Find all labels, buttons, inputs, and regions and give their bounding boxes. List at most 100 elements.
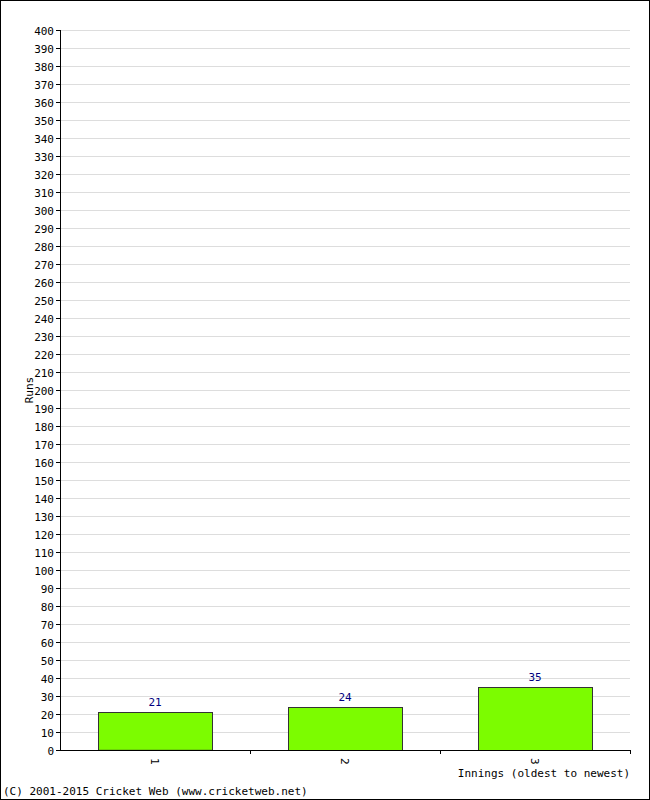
bar — [289, 708, 403, 751]
y-tick-label: 350 — [34, 115, 54, 128]
grid-line — [60, 318, 630, 319]
grid-line — [60, 48, 630, 49]
grid-line — [60, 660, 630, 661]
y-tick — [56, 336, 60, 337]
y-tick — [56, 696, 60, 697]
y-tick-label: 370 — [34, 79, 54, 92]
y-tick-label: 80 — [41, 601, 54, 614]
y-tick — [56, 750, 60, 751]
y-tick — [56, 408, 60, 409]
grid-line — [60, 372, 630, 373]
frame — [1, 1, 650, 800]
y-tick-label: 40 — [41, 673, 54, 686]
y-tick-label: 280 — [34, 241, 54, 254]
x-tick-label: 2 — [338, 758, 351, 765]
x-tick-label: 1 — [148, 758, 161, 765]
y-tick-label: 100 — [34, 565, 54, 578]
grid-line — [60, 588, 630, 589]
grid-line — [60, 192, 630, 193]
grid-line — [60, 210, 630, 211]
grid-line — [60, 678, 630, 679]
grid-line — [60, 480, 630, 481]
y-tick — [56, 246, 60, 247]
y-tick-label: 110 — [34, 547, 54, 560]
grid-line — [60, 30, 630, 31]
y-tick — [56, 714, 60, 715]
y-tick — [56, 228, 60, 229]
x-tick — [250, 750, 251, 754]
y-tick — [56, 192, 60, 193]
y-tick — [56, 732, 60, 733]
y-tick — [56, 138, 60, 139]
y-tick-label: 240 — [34, 313, 54, 326]
y-tick — [56, 606, 60, 607]
y-tick-label: 220 — [34, 349, 54, 362]
y-tick-label: 210 — [34, 367, 54, 380]
y-tick — [56, 372, 60, 373]
y-tick-label: 260 — [34, 277, 54, 290]
y-tick — [56, 390, 60, 391]
y-tick-label: 50 — [41, 655, 54, 668]
grid-line — [60, 228, 630, 229]
y-tick-label: 190 — [34, 403, 54, 416]
grid-line — [60, 246, 630, 247]
grid-line — [60, 570, 630, 571]
y-tick — [56, 354, 60, 355]
grid-line — [60, 156, 630, 157]
y-tick-label: 90 — [41, 583, 54, 596]
grid-line — [60, 552, 630, 553]
grid-line — [60, 120, 630, 121]
y-tick-label: 290 — [34, 223, 54, 236]
grid-line — [60, 642, 630, 643]
y-tick — [56, 30, 60, 31]
y-tick — [56, 210, 60, 211]
x-tick-label: 3 — [528, 758, 541, 765]
grid-line — [60, 300, 630, 301]
bar — [479, 688, 593, 751]
y-tick-label: 160 — [34, 457, 54, 470]
y-tick — [56, 300, 60, 301]
grid-line — [60, 426, 630, 427]
bar — [99, 713, 213, 751]
y-tick — [56, 480, 60, 481]
y-tick-label: 200 — [34, 385, 54, 398]
y-tick — [56, 426, 60, 427]
y-tick-label: 150 — [34, 475, 54, 488]
grid-line — [60, 66, 630, 67]
y-tick-label: 320 — [34, 169, 54, 182]
grid-line — [60, 624, 630, 625]
y-tick — [56, 498, 60, 499]
y-axis-label: Runs — [23, 377, 36, 404]
y-tick — [56, 156, 60, 157]
y-tick-label: 340 — [34, 133, 54, 146]
grid-line — [60, 606, 630, 607]
y-tick-label: 10 — [41, 727, 54, 740]
y-tick-label: 0 — [47, 745, 54, 758]
grid-line — [60, 282, 630, 283]
y-tick-label: 360 — [34, 97, 54, 110]
x-tick — [630, 750, 631, 754]
y-tick-label: 140 — [34, 493, 54, 506]
y-tick — [56, 570, 60, 571]
grid-line — [60, 516, 630, 517]
y-tick-label: 170 — [34, 439, 54, 452]
grid-line — [60, 264, 630, 265]
y-tick — [56, 120, 60, 121]
x-tick — [440, 750, 441, 754]
y-tick-label: 380 — [34, 61, 54, 74]
chart-container: 0102030405060708090100110120130140150160… — [0, 0, 650, 800]
y-tick-label: 180 — [34, 421, 54, 434]
grid-line — [60, 84, 630, 85]
grid-line — [60, 174, 630, 175]
y-tick — [56, 588, 60, 589]
y-tick-label: 70 — [41, 619, 54, 632]
y-tick — [56, 102, 60, 103]
y-tick — [56, 318, 60, 319]
grid-line — [60, 138, 630, 139]
y-tick — [56, 84, 60, 85]
x-axis-label: Innings (oldest to newest) — [458, 767, 630, 780]
y-tick-label: 30 — [41, 691, 54, 704]
y-tick — [56, 678, 60, 679]
y-tick — [56, 624, 60, 625]
x-axis — [60, 750, 630, 751]
